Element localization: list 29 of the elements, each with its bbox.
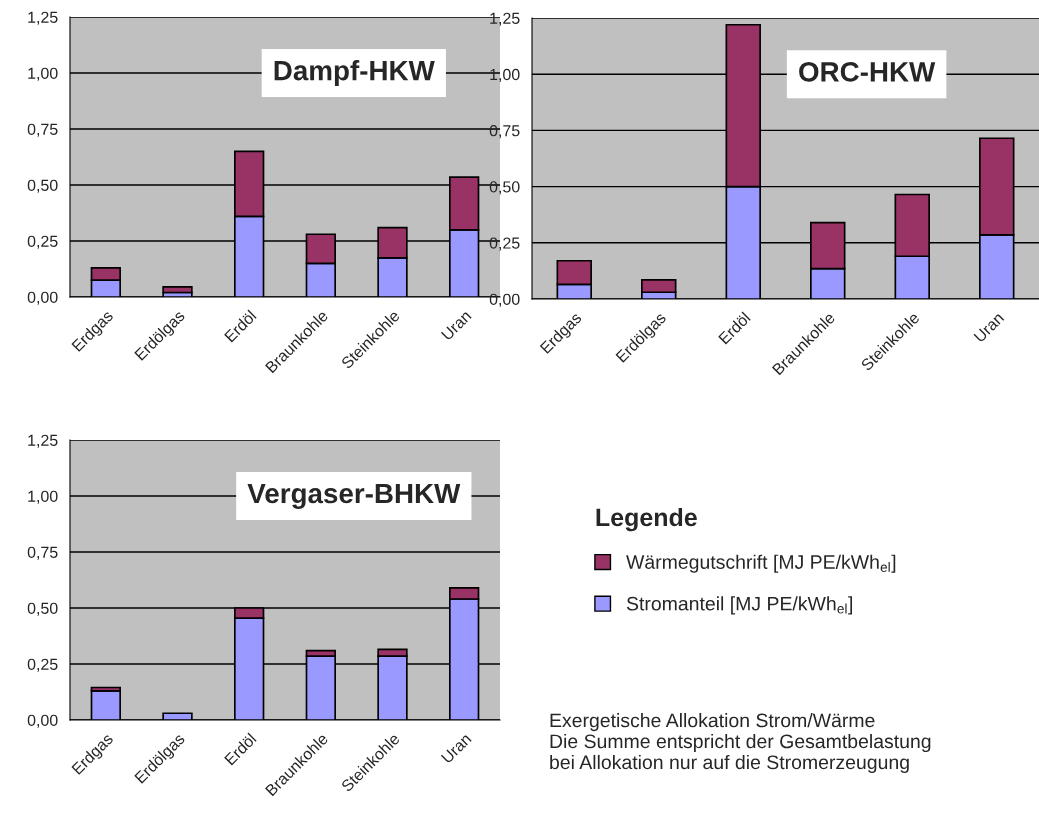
legend-label: Wärmegutschrift [MJ PE/kWh$_{el}$] bbox=[626, 554, 896, 573]
y-tick-label: 1,00 bbox=[28, 67, 58, 81]
y-tick-label: 0,50 bbox=[27, 179, 58, 193]
x-tick-label: Uran bbox=[973, 311, 1005, 343]
y-tick-label: 0,50 bbox=[27, 602, 58, 616]
y-tick-label: 1,25 bbox=[28, 11, 58, 25]
x-tick-label: Uran bbox=[440, 732, 472, 764]
y-tick-label: 1,25 bbox=[490, 12, 520, 26]
y-tick-label: 0,75 bbox=[27, 123, 58, 137]
y-tick-label: 1,00 bbox=[28, 490, 58, 504]
y-tick-label: 1,00 bbox=[490, 68, 520, 83]
y-tick-label: 0,25 bbox=[27, 235, 58, 249]
y-tick-label: 0,00 bbox=[27, 714, 58, 728]
y-tick-label: 1,25 bbox=[28, 434, 58, 448]
y-tick-label: 0,75 bbox=[27, 546, 58, 560]
bar bbox=[162, 286, 193, 294]
y-tick-label: 0,25 bbox=[489, 237, 520, 251]
text: ORC-HKW bbox=[799, 61, 936, 82]
legend-title: Legende bbox=[596, 507, 697, 532]
y-tick-label: 0,25 bbox=[27, 658, 58, 672]
text: Exergetische Allokation Strom/Wärme Die Summe entspricht der Gesamtbelastung bei Allokation nur auf die Stromerzeugung bbox=[550, 713, 931, 774]
y-tick-label: 0,75 bbox=[489, 125, 520, 139]
legend-label: Stromanteil [MJ PE/kWh$_{el}$] bbox=[626, 596, 853, 615]
text: Dampf-HKW bbox=[274, 60, 435, 86]
y-tick-label: 0,00 bbox=[27, 291, 58, 305]
x-tick-label: Uran bbox=[440, 309, 472, 341]
y-tick-label: 0,00 bbox=[489, 293, 520, 307]
text: Vergaser-BHKW bbox=[247, 483, 461, 509]
y-tick-label: 0,50 bbox=[489, 181, 520, 195]
